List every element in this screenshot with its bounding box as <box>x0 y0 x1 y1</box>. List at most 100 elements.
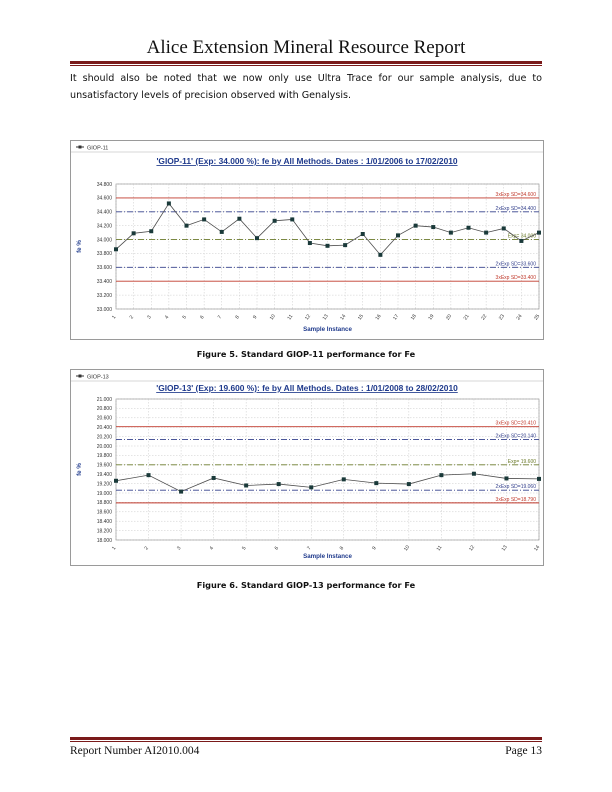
x-tick-label: 16 <box>375 313 383 321</box>
x-tick-label: 2 <box>129 314 136 320</box>
data-point <box>202 217 207 222</box>
x-tick-label: 1 <box>111 314 118 320</box>
data-point <box>537 230 541 235</box>
chart-title: 'GIOP-11' (Exp: 34.000 %): fe by All Met… <box>156 156 457 166</box>
x-tick-label: 6 <box>199 314 206 320</box>
y-tick-label: 21.000 <box>97 397 113 403</box>
y-tick-label: 18.000 <box>97 538 113 544</box>
data-point <box>244 483 249 488</box>
x-tick-label: 19 <box>427 313 435 321</box>
y-axis-label: fe % <box>76 463 83 476</box>
data-point <box>255 236 259 241</box>
y-tick-label: 33.800 <box>97 251 113 257</box>
x-tick-label: 25 <box>533 313 541 321</box>
reference-line-label: 3xExp SD=20.410 <box>496 421 537 427</box>
x-tick-label: 13 <box>322 313 330 321</box>
y-tick-label: 18.600 <box>97 510 113 516</box>
data-point <box>290 217 295 222</box>
x-tick-label: 20 <box>445 313 453 321</box>
x-tick-label: 8 <box>339 545 346 551</box>
reference-line-label: Exp= 34.000 <box>508 234 536 240</box>
x-tick-label: 22 <box>480 313 488 321</box>
data-point <box>471 471 476 476</box>
x-tick-label: 3 <box>146 314 153 320</box>
reference-line-label: Exp= 19.600 <box>508 459 536 465</box>
data-point <box>406 482 411 487</box>
chart-giop-11: GIOP-11 'GIOP-11' (Exp: 34.000 %): fe by … <box>70 140 544 340</box>
y-tick-label: 19.400 <box>97 472 113 478</box>
data-point <box>237 216 242 221</box>
x-tick-label: 10 <box>269 313 277 321</box>
data-point <box>272 218 277 223</box>
y-tick-label: 18.200 <box>97 528 113 534</box>
report-number: Report Number AI2010.004 <box>70 745 200 757</box>
data-point <box>501 226 506 231</box>
data-point <box>166 201 171 206</box>
x-tick-label: 5 <box>181 314 188 320</box>
y-tick-label: 34.000 <box>97 237 113 243</box>
legend-marker <box>78 374 82 378</box>
footer-rule-thick <box>70 737 542 740</box>
x-tick-label: 4 <box>209 545 216 551</box>
series-line <box>115 473 540 493</box>
y-tick-label: 19.200 <box>97 481 113 487</box>
x-tick-label: 9 <box>371 545 378 551</box>
chart-title: 'GIOP-13' (Exp: 19.600 %): fe by All Met… <box>156 383 458 393</box>
y-tick-label: 18.400 <box>97 519 113 525</box>
x-tick-label: 7 <box>306 545 313 551</box>
chart-giop-13: GIOP-13 'GIOP-13' (Exp: 19.600 %): fe by … <box>70 369 544 566</box>
data-point <box>307 241 312 246</box>
figure-6-caption: Figure 6. Standard GIOP-13 performance f… <box>196 580 416 590</box>
x-axis-label: Sample Instance <box>303 553 352 560</box>
x-tick-label: 18 <box>410 313 418 321</box>
data-point <box>466 225 471 230</box>
data-point <box>360 232 365 236</box>
x-tick-label: 7 <box>217 314 224 320</box>
x-axis-label: Sample Instance <box>303 326 352 333</box>
data-point <box>179 489 184 494</box>
data-point <box>325 243 330 248</box>
x-tick-label: 10 <box>403 544 411 552</box>
y-tick-label: 20.000 <box>97 444 113 450</box>
x-tick-label: 17 <box>392 313 400 321</box>
y-tick-label: 34.200 <box>97 223 113 229</box>
x-tick-label: 8 <box>234 314 241 320</box>
y-tick-label: 19.800 <box>97 453 113 459</box>
y-tick-label: 33.200 <box>97 293 113 299</box>
legend-label: GIOP-13 <box>87 375 109 381</box>
data-point <box>396 233 400 238</box>
y-tick-label: 34.600 <box>97 196 113 202</box>
x-tick-label: 3 <box>176 545 183 551</box>
reference-line-label: 2xExp SD=34.400 <box>496 206 537 212</box>
x-tick-label: 2 <box>143 545 150 551</box>
y-tick-label: 18.800 <box>97 500 113 506</box>
header-rule-thin <box>70 65 542 66</box>
reference-line-label: 2xExp SD=19.060 <box>496 484 537 490</box>
data-point <box>149 229 154 234</box>
header-rule-thick <box>70 61 542 64</box>
data-point <box>504 476 509 481</box>
data-point <box>131 231 136 236</box>
x-tick-label: 1 <box>111 545 118 551</box>
y-tick-label: 20.400 <box>97 425 113 431</box>
chart-giop-13-svg: GIOP-13 'GIOP-13' (Exp: 19.600 %): fe by … <box>71 374 543 560</box>
footer-rule-thin <box>70 741 542 742</box>
figure-5-caption: Figure 5. Standard GIOP-11 performance f… <box>196 349 416 359</box>
data-point <box>374 481 379 486</box>
x-tick-label: 15 <box>357 313 365 321</box>
x-tick-label: 12 <box>304 313 312 321</box>
data-point <box>114 247 118 252</box>
legend-label: GIOP-11 <box>87 146 108 152</box>
chart-giop-11-svg: GIOP-11 'GIOP-11' (Exp: 34.000 %): fe by … <box>71 145 543 333</box>
data-point <box>309 485 314 490</box>
y-tick-label: 20.800 <box>97 406 113 412</box>
data-point <box>219 229 224 234</box>
reference-line-label: 3xExp SD=34.600 <box>496 192 537 198</box>
x-tick-label: 14 <box>339 313 347 321</box>
data-point <box>448 230 453 235</box>
data-point <box>519 238 524 243</box>
data-point <box>114 478 118 483</box>
plot-area <box>115 398 540 541</box>
data-point <box>276 482 281 487</box>
reference-line-label: 3xExp SD=18.790 <box>496 497 537 503</box>
